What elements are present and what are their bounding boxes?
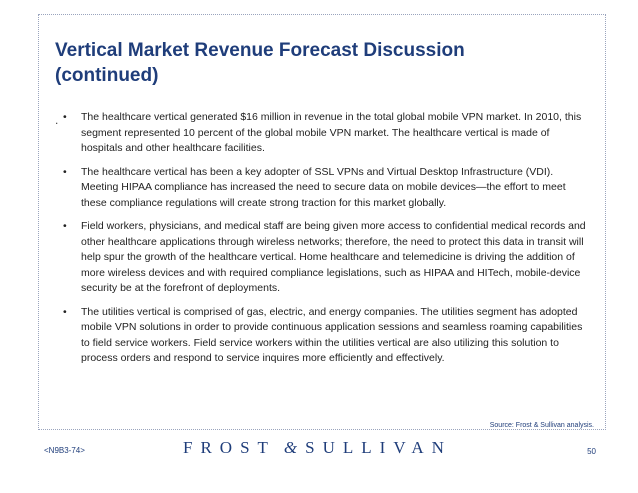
list-item: • The healthcare vertical has been a key…: [63, 165, 593, 212]
logo-ampersand: &: [283, 438, 298, 457]
slide-frame: [38, 14, 606, 430]
title-line-2: (continued): [55, 65, 159, 86]
list-item: • The utilities vertical is comprised of…: [63, 305, 593, 367]
bullet-icon: •: [63, 220, 67, 232]
footer-code: <N9B3-74>: [44, 446, 85, 455]
list-item: • The healthcare vertical generated $16 …: [63, 110, 593, 157]
stray-mark: .: [55, 113, 59, 127]
slide-title: Vertical Market Revenue Forecast Discuss…: [55, 38, 595, 88]
bullet-text: The healthcare vertical has been a key a…: [81, 165, 566, 209]
bullet-text: Field workers, physicians, and medical s…: [81, 220, 586, 294]
logo-text-right: SULLIVAN: [305, 438, 452, 457]
bullet-icon: •: [63, 111, 67, 123]
bullet-icon: •: [63, 165, 67, 178]
bullet-list: • The healthcare vertical generated $16 …: [63, 110, 593, 375]
company-logo: FROST & SULLIVAN: [183, 438, 453, 462]
bullet-text: The utilities vertical is comprised of g…: [81, 305, 583, 365]
source-note: Source: Frost & Sullivan analysis.: [489, 422, 594, 429]
page-number: 50: [587, 447, 596, 456]
logo-text-left: FROST: [183, 438, 276, 457]
title-line-1: Vertical Market Revenue Forecast Discuss…: [55, 40, 465, 61]
bullet-text: The healthcare vertical generated $16 mi…: [81, 111, 582, 154]
bullet-icon: •: [63, 305, 67, 318]
list-item: • Field workers, physicians, and medical…: [63, 219, 593, 297]
